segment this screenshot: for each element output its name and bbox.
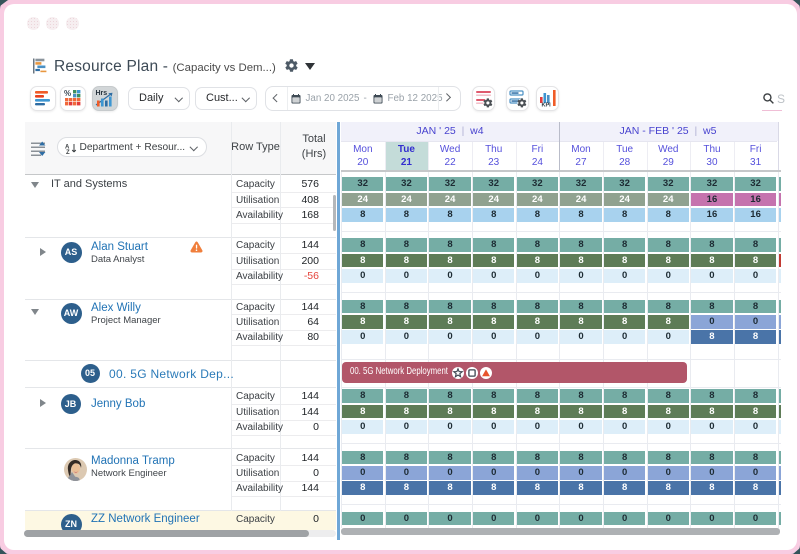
svg-text:%: %: [64, 89, 71, 98]
svg-text:KPI: KPI: [542, 103, 552, 109]
svg-text:Hrs: Hrs: [96, 90, 108, 97]
svg-text:Z: Z: [66, 150, 70, 154]
svg-text:A: A: [65, 144, 70, 150]
